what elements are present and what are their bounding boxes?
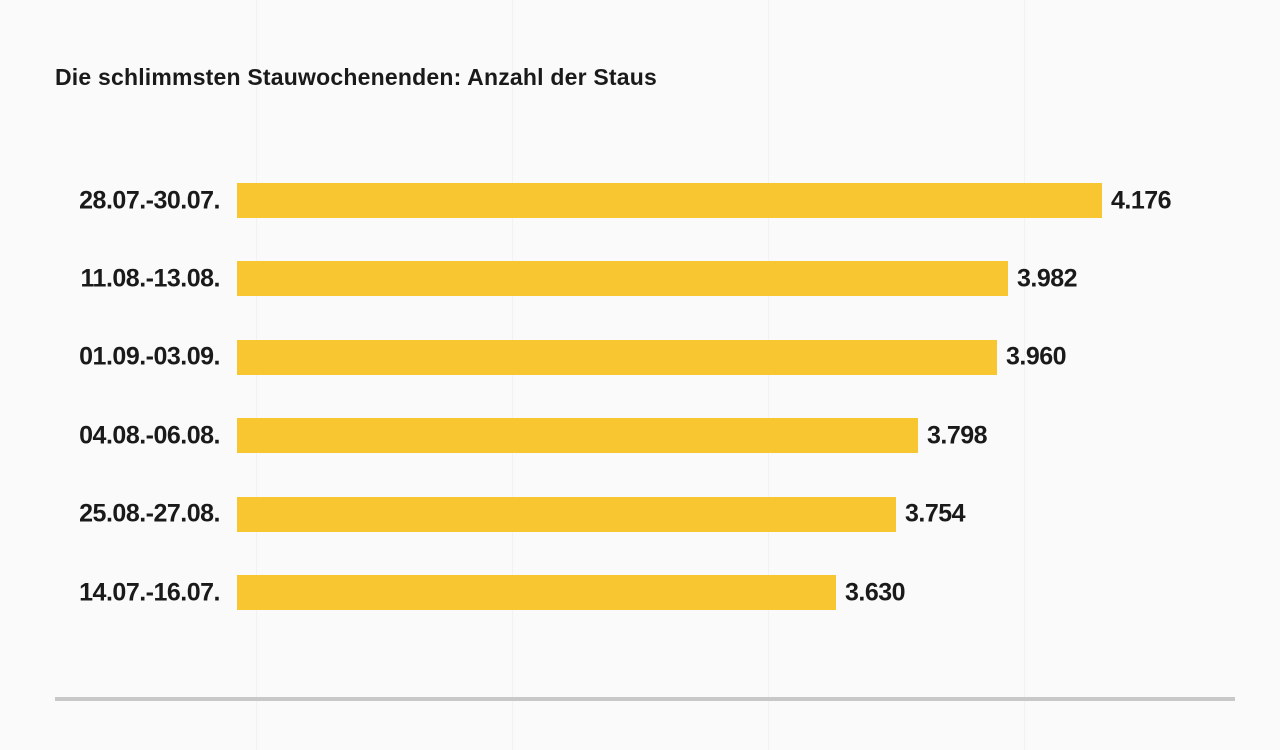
category-label: 25.08.-27.08. — [79, 499, 220, 528]
bar — [237, 261, 1008, 297]
value-label: 3.960 — [1006, 342, 1067, 371]
chart-title: Die schlimmsten Stauwochenenden: Anzahl … — [55, 64, 657, 90]
chart-row: 25.08.-27.08. 3.754 — [0, 496, 1280, 532]
value-label: 3.798 — [927, 421, 988, 450]
category-label: 04.08.-06.08. — [79, 421, 220, 450]
category-label: 14.07.-16.07. — [79, 578, 220, 606]
chart-row: 11.08.-13.08. 3.982 — [0, 261, 1280, 297]
chart-row: 01.09.-03.09. 3.960 — [0, 339, 1280, 375]
chart-row: 14.07.-16.07. 3.630 — [0, 575, 1280, 610]
chart-row: 28.07.-30.07. 4.176 — [0, 183, 1280, 218]
value-label: 3.754 — [905, 499, 966, 528]
bar — [237, 418, 918, 454]
bar — [237, 183, 1102, 218]
bar — [237, 339, 997, 375]
value-label: 3.630 — [845, 578, 906, 606]
category-label: 11.08.-13.08. — [80, 264, 221, 293]
category-label: 28.07.-30.07. — [79, 186, 220, 214]
category-label: 01.09.-03.09. — [79, 342, 220, 371]
chart-row: 04.08.-06.08. 3.798 — [0, 418, 1280, 454]
bottom-divider — [55, 697, 1235, 701]
bar — [237, 575, 836, 610]
value-label: 4.176 — [1111, 186, 1172, 214]
bar — [237, 496, 896, 532]
value-label: 3.982 — [1017, 264, 1078, 293]
